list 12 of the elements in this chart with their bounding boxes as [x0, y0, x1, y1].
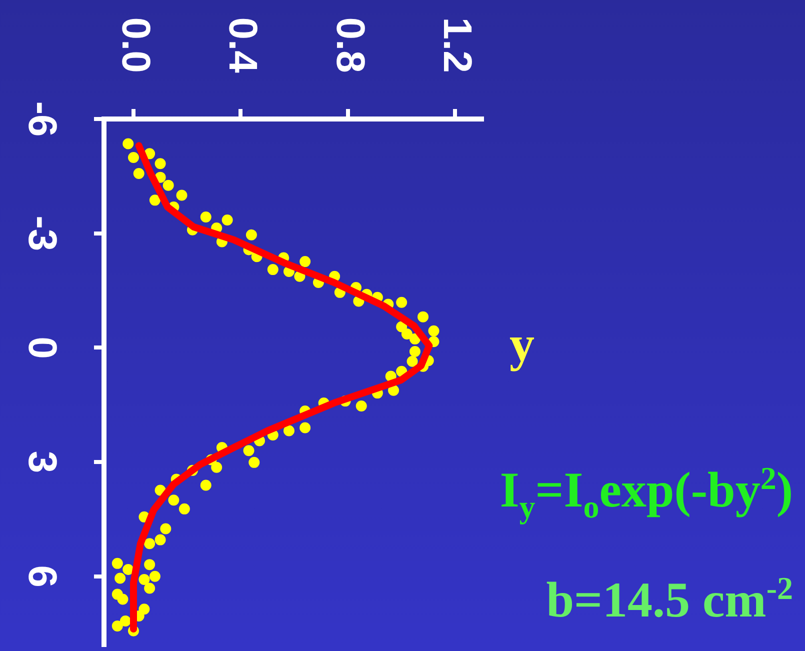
x-tick-label: 0.0 [113, 17, 158, 73]
y-tick-label: -3 [20, 216, 64, 252]
x-tick-label: 0.4 [220, 17, 265, 74]
text: I$_{y}$=I$_{o}$exp(-by$^{2}$) [500, 460, 793, 525]
y-tick-label: 6 [20, 565, 64, 588]
x-tick-label: 0.8 [328, 17, 372, 73]
text: b=14.5 cm$^{-2}$ [546, 570, 793, 628]
y-tick-label: 0 [20, 336, 64, 359]
y-axis-title: y [510, 316, 534, 372]
y-tick-label: -6 [20, 101, 64, 137]
x-tick-label: 1.2 [435, 17, 480, 73]
y-tick-label: 3 [20, 450, 64, 474]
